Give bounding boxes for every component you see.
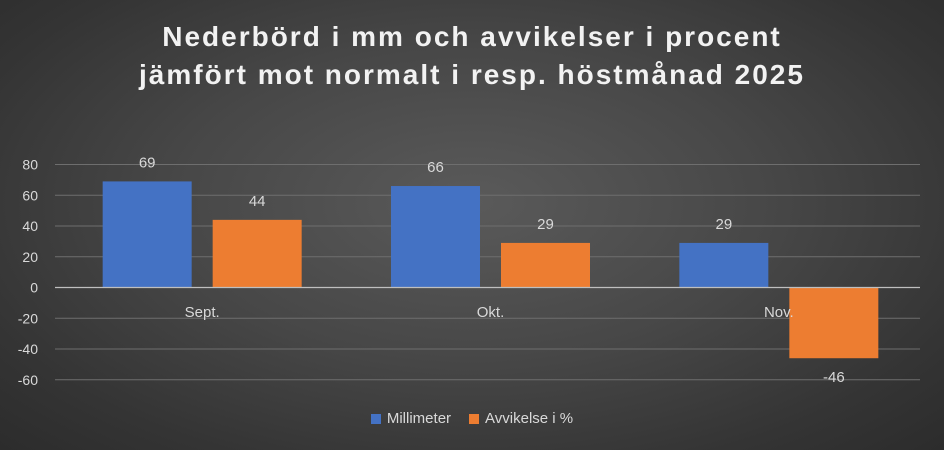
chart-title-line-2: jämfört mot normalt i resp. höstmånad 20… bbox=[139, 59, 805, 90]
chart-title: Nederbörd i mm och avvikelser i procent … bbox=[0, 18, 944, 94]
data-label: 29 bbox=[537, 216, 554, 233]
legend-item-avvikelse: Avvikelse i % bbox=[469, 410, 573, 427]
bar-millimeter bbox=[102, 181, 192, 288]
legend-swatch-avvikelse bbox=[469, 413, 480, 424]
y-tick-label: 60 bbox=[22, 187, 38, 203]
bar-millimeter bbox=[391, 186, 480, 288]
y-tick-label: 80 bbox=[22, 157, 38, 173]
bar-avvikelse bbox=[501, 242, 590, 288]
bar-millimeter bbox=[679, 242, 769, 288]
data-label: 29 bbox=[715, 216, 732, 233]
x-category-label: Sept. bbox=[185, 304, 220, 321]
data-label: 69 bbox=[139, 154, 156, 171]
y-tick-label: -40 bbox=[18, 341, 38, 357]
data-label: -46 bbox=[823, 369, 845, 386]
legend-label-avvikelse: Avvikelse i % bbox=[485, 410, 574, 427]
x-category-label: Okt. bbox=[477, 304, 505, 321]
legend: Millimeter Avvikelse i % bbox=[0, 410, 944, 427]
chart-title-line-1: Nederbörd i mm och avvikelser i procent bbox=[162, 21, 782, 52]
data-label: 44 bbox=[249, 193, 266, 210]
x-category-label: Nov. bbox=[764, 304, 794, 321]
legend-swatch-millimeter bbox=[370, 413, 381, 424]
y-tick-label: 40 bbox=[22, 218, 38, 234]
bar-avvikelse bbox=[212, 219, 302, 288]
y-tick-label: 0 bbox=[30, 280, 38, 296]
legend-label-millimeter: Millimeter bbox=[386, 410, 452, 427]
y-tick-label: 20 bbox=[22, 249, 38, 265]
y-tick-label: -20 bbox=[18, 310, 38, 326]
bar-avvikelse bbox=[789, 287, 879, 359]
y-tick-label: -60 bbox=[18, 372, 38, 388]
data-label: 66 bbox=[427, 159, 444, 176]
legend-item-millimeter: Millimeter bbox=[370, 410, 452, 427]
